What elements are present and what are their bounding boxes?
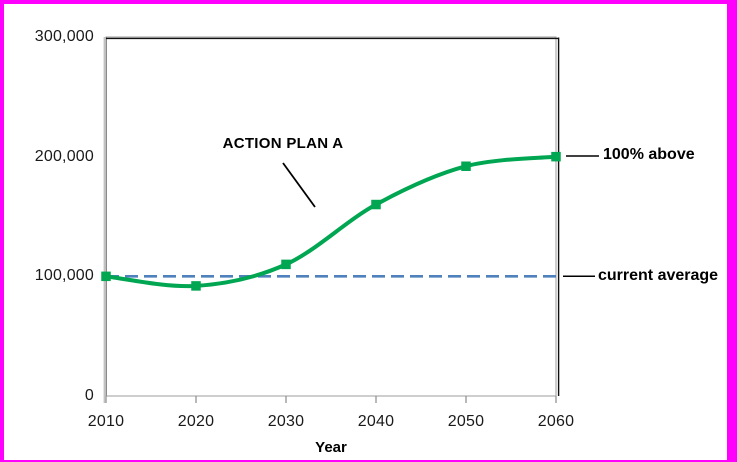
y-tick-label-200000: 200,000 bbox=[34, 148, 94, 165]
plot-border bbox=[105, 36, 557, 397]
x-tick-label-2030: 2030 bbox=[267, 413, 305, 430]
y-tick-label-100000: 100,000 bbox=[34, 267, 94, 284]
x-tick-label-2050: 2050 bbox=[447, 413, 485, 430]
action-plan-a-curve bbox=[104, 154, 558, 289]
y-tick-label-0: 0 bbox=[84, 387, 94, 404]
action-plan-annotation: ACTION PLAN A bbox=[222, 135, 344, 152]
x-tick-label-2010: 2010 bbox=[87, 413, 125, 430]
x-tick-label-2040: 2040 bbox=[357, 413, 395, 430]
x-tick-label-2020: 2020 bbox=[177, 413, 215, 430]
action-plan-leader-line bbox=[282, 162, 316, 208]
x-tick-label-2060: 2060 bbox=[537, 413, 575, 430]
data-point-markers bbox=[101, 151, 561, 291]
x-axis-title: Year bbox=[315, 439, 347, 456]
y-tick-label-300000: 300,000 bbox=[34, 28, 94, 45]
x-axis-ticks bbox=[105, 396, 557, 403]
percent-above-annotation: 100% above bbox=[603, 146, 695, 163]
current-average-annotation: current average bbox=[598, 267, 719, 284]
